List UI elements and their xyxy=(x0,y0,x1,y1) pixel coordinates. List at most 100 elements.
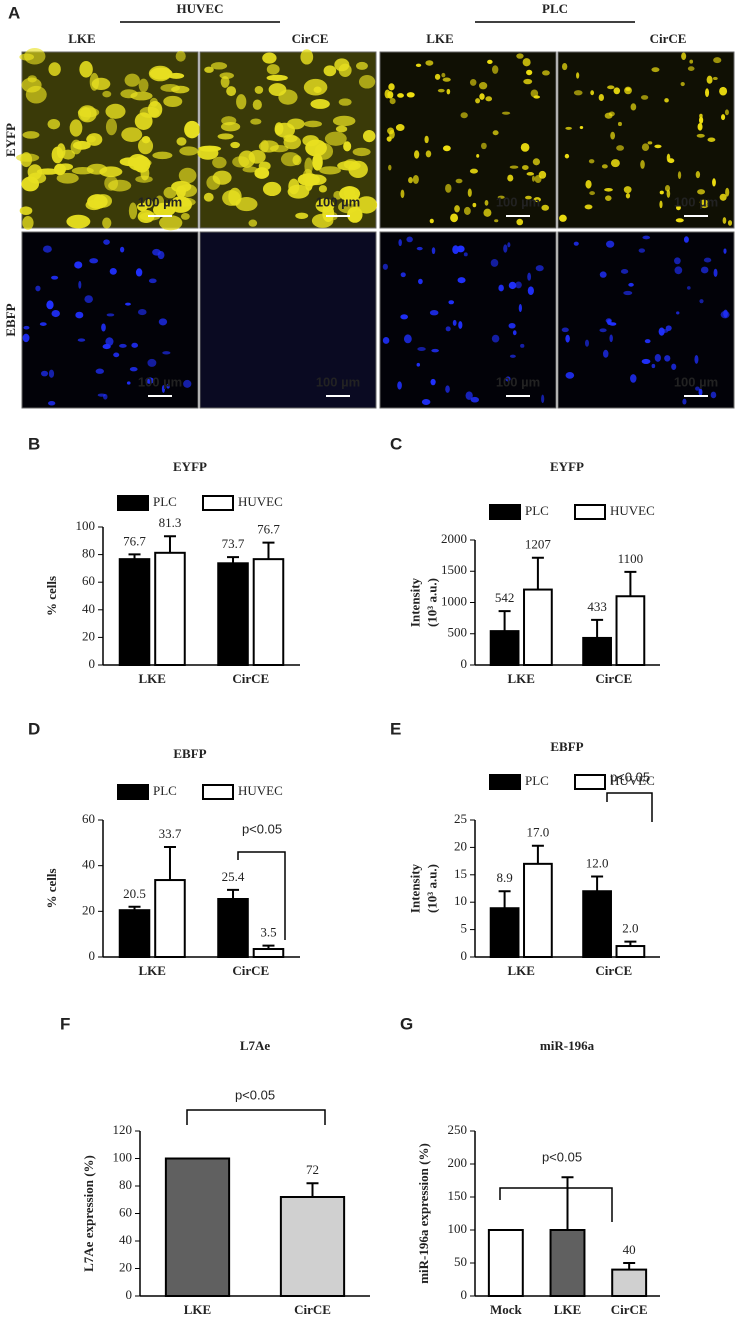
y-tick-label: 0 xyxy=(126,1287,133,1302)
legend-swatch xyxy=(202,495,234,511)
cell xyxy=(403,334,412,344)
cell xyxy=(295,212,309,219)
cell xyxy=(343,141,352,152)
cell xyxy=(485,96,493,102)
cell xyxy=(397,93,404,98)
cell xyxy=(382,263,388,270)
cell xyxy=(475,98,481,104)
cell xyxy=(356,61,368,70)
cell xyxy=(630,374,637,383)
cell xyxy=(178,167,197,184)
value-label: 8.9 xyxy=(496,870,512,885)
cell xyxy=(344,194,359,205)
cell xyxy=(445,326,451,332)
cell xyxy=(131,342,139,348)
cell xyxy=(75,311,84,319)
cell xyxy=(137,137,154,155)
cell xyxy=(128,202,138,220)
cell xyxy=(48,369,55,378)
cell xyxy=(697,189,706,195)
value-label: 81.3 xyxy=(159,515,182,530)
cell xyxy=(217,133,234,140)
cell xyxy=(163,186,177,199)
cell xyxy=(101,323,106,332)
cell xyxy=(723,248,727,254)
y-tick-label: 100 xyxy=(448,1221,468,1236)
cell xyxy=(707,137,716,142)
cell xyxy=(676,311,680,315)
y-tick-label: 15 xyxy=(454,866,467,881)
cell xyxy=(616,145,625,151)
column-label: CirCE xyxy=(650,31,687,46)
error-bar xyxy=(163,535,176,553)
cell xyxy=(523,78,533,85)
cell xyxy=(228,187,242,206)
cell xyxy=(382,337,390,344)
cell xyxy=(480,142,487,150)
cell xyxy=(159,215,183,231)
cell xyxy=(467,188,472,197)
legend-label: HUVEC xyxy=(610,503,655,518)
y-tick-label: 60 xyxy=(119,1204,132,1219)
bar xyxy=(252,558,285,666)
cell xyxy=(697,123,703,131)
cell xyxy=(283,135,302,150)
cell xyxy=(699,299,704,304)
bar xyxy=(487,1229,524,1297)
cell xyxy=(699,116,704,124)
cell xyxy=(515,281,522,289)
cell xyxy=(425,150,432,158)
panel-letter: D xyxy=(28,719,40,738)
cell xyxy=(66,214,91,229)
cell xyxy=(406,236,413,243)
cell xyxy=(683,236,689,243)
cell xyxy=(269,145,289,153)
cell xyxy=(712,178,716,187)
bar xyxy=(523,588,553,666)
cell xyxy=(358,75,376,89)
cell xyxy=(538,170,547,179)
cell xyxy=(470,396,480,403)
cell xyxy=(452,245,459,254)
cell xyxy=(106,313,115,317)
cell xyxy=(161,385,166,393)
cell xyxy=(152,248,161,256)
scale-bar-label: 100 µm xyxy=(316,374,360,389)
cell xyxy=(48,62,61,76)
cell xyxy=(532,158,541,166)
y-tick-label: 100 xyxy=(113,1149,133,1164)
y-tick-label: 60 xyxy=(82,573,95,588)
cell xyxy=(589,191,595,196)
y-tick-label: 0 xyxy=(89,948,96,963)
cell xyxy=(421,399,431,405)
scale-bar-label: 100 µm xyxy=(496,194,540,209)
micrograph xyxy=(379,231,557,409)
cell xyxy=(520,343,525,348)
cell xyxy=(463,252,468,257)
legend-label: PLC xyxy=(525,773,549,788)
y-axis-label: Intensity xyxy=(407,863,422,913)
annotation: p<0.05 xyxy=(610,769,650,784)
y-tick-label: 50 xyxy=(454,1254,467,1269)
cell xyxy=(455,178,463,184)
cell xyxy=(138,78,149,93)
cell xyxy=(39,322,47,326)
panel-letter: E xyxy=(390,719,401,738)
value-label: 76.7 xyxy=(123,533,146,548)
scale-bar-label: 100 µm xyxy=(674,374,718,389)
cell xyxy=(516,218,524,226)
cell xyxy=(541,204,550,211)
y-tick-label: 200 xyxy=(448,1155,468,1170)
cell xyxy=(509,354,516,358)
cell xyxy=(22,131,40,139)
cell xyxy=(628,282,634,287)
cell xyxy=(617,121,622,127)
cell xyxy=(694,355,699,364)
column-label: LKE xyxy=(68,31,95,46)
cell xyxy=(450,213,459,223)
cell xyxy=(252,99,262,110)
cell xyxy=(104,175,119,191)
cell xyxy=(700,266,709,274)
cell xyxy=(16,153,40,162)
cell xyxy=(607,85,615,90)
